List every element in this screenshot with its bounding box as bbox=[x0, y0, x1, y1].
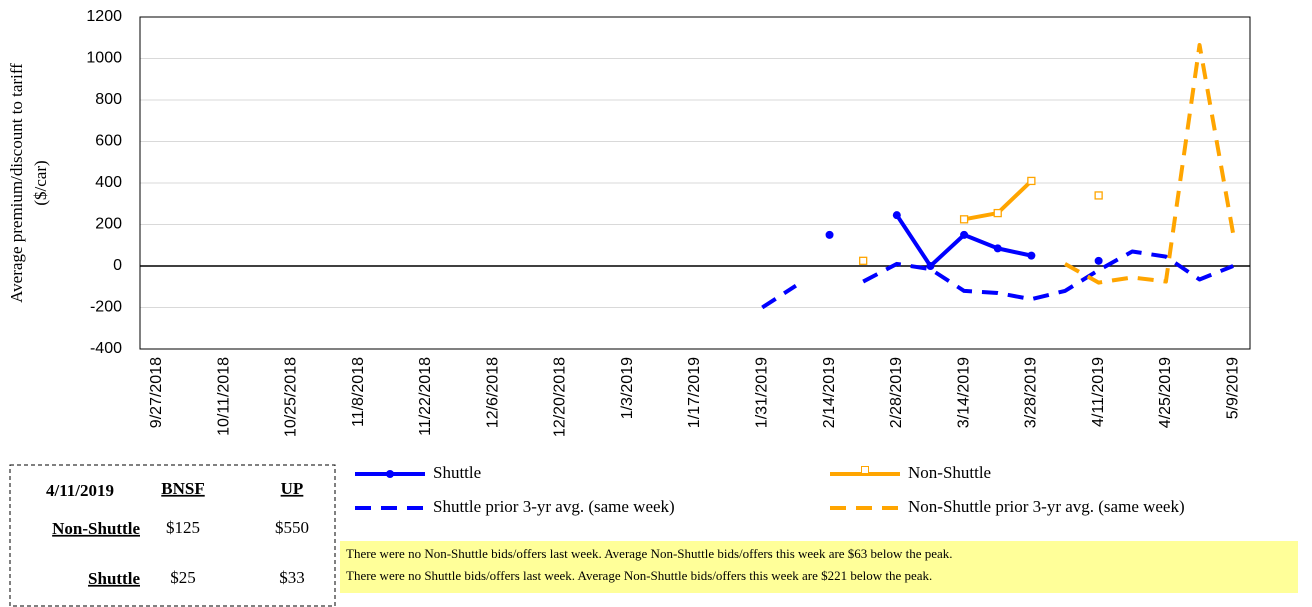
point bbox=[926, 262, 935, 270]
plot-border bbox=[139, 16, 1251, 350]
x-tick-label: 12/6/2018 bbox=[484, 357, 501, 428]
point bbox=[892, 211, 901, 220]
series-line bbox=[1064, 43, 1236, 285]
x-tick-label: 1/3/2019 bbox=[619, 357, 636, 419]
point bbox=[1027, 251, 1036, 260]
legend-label: Non-Shuttle prior 3-yr avg. (same week) bbox=[908, 497, 1185, 516]
y-tick-label: 600 bbox=[95, 133, 122, 150]
series-line bbox=[761, 249, 1234, 310]
point bbox=[959, 215, 969, 224]
table-cell: $550 bbox=[275, 518, 309, 537]
legend-marker bbox=[386, 470, 394, 478]
table-cell: $25 bbox=[170, 568, 196, 587]
point bbox=[1094, 191, 1103, 200]
y-tick-label: -200 bbox=[90, 299, 122, 316]
x-tick-label: 12/20/2018 bbox=[552, 357, 569, 437]
x-tick-label: 3/14/2019 bbox=[955, 357, 972, 428]
y-tick-label: 200 bbox=[95, 216, 122, 233]
point bbox=[825, 230, 834, 239]
x-tick-label: 2/28/2019 bbox=[888, 357, 905, 428]
table-row-label: Non-Shuttle bbox=[52, 519, 140, 538]
x-tick-label: 1/17/2019 bbox=[686, 357, 703, 428]
x-tick-label: 10/11/2018 bbox=[215, 357, 232, 436]
legend-label: Non-Shuttle bbox=[908, 463, 991, 482]
table-cell: $125 bbox=[166, 518, 200, 537]
point bbox=[1094, 256, 1103, 265]
x-tick-label: 1/31/2019 bbox=[753, 357, 770, 428]
x-tick-label: 5/9/2019 bbox=[1224, 357, 1241, 419]
table-border bbox=[9, 464, 336, 607]
point bbox=[960, 230, 969, 239]
x-tick-label: 4/25/2019 bbox=[1157, 357, 1174, 428]
table-header: BNSF bbox=[161, 479, 204, 498]
x-tick-label: 3/28/2019 bbox=[1023, 357, 1040, 428]
x-tick-label: 10/25/2018 bbox=[283, 357, 300, 437]
table-cell: $33 bbox=[279, 568, 305, 587]
y-tick-label: -400 bbox=[90, 340, 122, 357]
legend-marker bbox=[861, 466, 869, 474]
point bbox=[993, 244, 1002, 253]
y-tick-label: 400 bbox=[95, 174, 122, 191]
x-tick-label: 11/8/2018 bbox=[350, 357, 367, 427]
table-row-label: Shuttle bbox=[88, 569, 140, 588]
x-tick-label: 4/11/2019 bbox=[1090, 357, 1107, 427]
y-tick-label: 1000 bbox=[86, 50, 122, 67]
y-tick-label: 0 bbox=[113, 257, 122, 274]
note: There were no Non-Shuttle bids/offers la… bbox=[346, 546, 953, 561]
x-tick-label: 11/22/2018 bbox=[417, 357, 434, 436]
y-tick-label: 1200 bbox=[86, 8, 122, 25]
table-header: 4/11/2019 bbox=[46, 481, 114, 500]
point bbox=[1027, 176, 1036, 186]
y-tick-label: 800 bbox=[95, 91, 122, 108]
table-header: UP bbox=[281, 479, 304, 498]
x-tick-label: 9/27/2018 bbox=[148, 357, 165, 428]
y-axis-label: Average premium/discount to tariff bbox=[7, 63, 26, 303]
x-tick-label: 2/14/2019 bbox=[821, 357, 838, 428]
note-box bbox=[340, 541, 1298, 593]
legend-label: Shuttle prior 3-yr avg. (same week) bbox=[433, 497, 675, 516]
y-axis-label: ($/car) bbox=[31, 160, 50, 205]
point bbox=[859, 256, 868, 265]
note: There were no Shuttle bids/offers last w… bbox=[346, 568, 932, 583]
legend-label: Shuttle bbox=[433, 463, 481, 482]
point bbox=[993, 208, 1002, 218]
